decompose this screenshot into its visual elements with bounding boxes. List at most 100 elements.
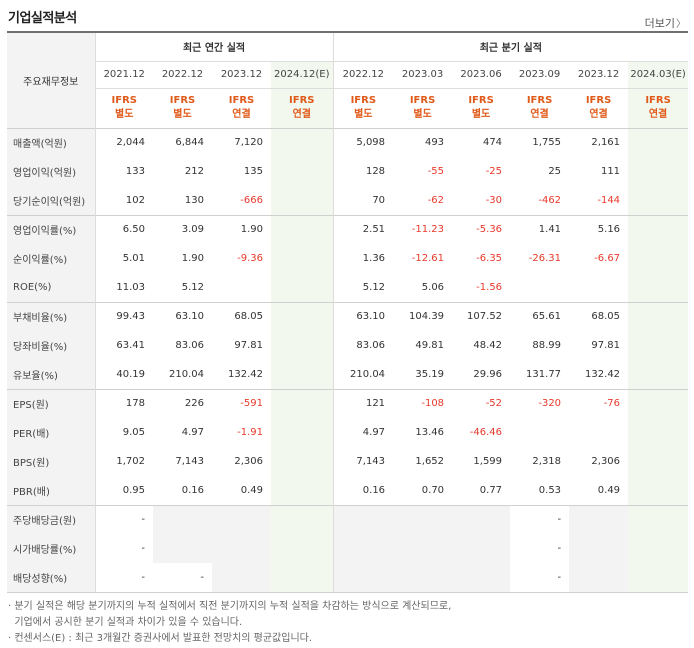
table-cell: -12.61 xyxy=(411,253,445,264)
row-label: 시가배당률(%) xyxy=(7,534,96,563)
table-cell: 48.42 xyxy=(473,340,503,351)
table-cell: 1,755 xyxy=(510,127,570,157)
table-cell: 0.16 xyxy=(332,476,394,505)
ifrs-standard: IFRS xyxy=(526,95,553,106)
table-cell: 132.42 xyxy=(585,368,621,380)
table-cell: 0.53 xyxy=(538,484,562,496)
period-header: 2023.09 xyxy=(510,60,570,88)
table-cell xyxy=(332,504,394,534)
ifrs-scope: 연결 xyxy=(589,109,608,120)
table-cell: - xyxy=(510,563,570,593)
ifrs-scope: 별도 xyxy=(471,109,491,120)
ifrs-header: IFRS 별도 xyxy=(95,87,153,128)
table-cell: -591 xyxy=(212,388,271,418)
table-row: 당좌비율(%) 63.41 83.06 97.81 83.06 49.81 48.42 88.… xyxy=(7,331,689,360)
ifrs-standard: IFRS xyxy=(289,95,315,106)
table-cell xyxy=(271,504,334,534)
table-cell xyxy=(628,563,689,593)
row-label: 주당배당금(원) xyxy=(7,504,96,534)
table-cell: - xyxy=(141,543,145,554)
table-cell: 25 xyxy=(548,166,562,177)
table-cell: 474 xyxy=(452,127,511,157)
table-cell: 210.04 xyxy=(169,368,204,380)
row-label: 매출액(억원) xyxy=(7,127,96,157)
table-cell xyxy=(271,273,334,302)
table-cell: 2,318 xyxy=(532,456,562,467)
row-label: 유보율(%) xyxy=(7,360,96,389)
table-cell: 1,652 xyxy=(415,456,445,467)
ifrs-header: IFRS 연결 xyxy=(212,87,271,128)
table-cell: 5.12 xyxy=(332,273,394,302)
table-cell: 83.06 xyxy=(175,340,204,351)
table-row: ROE(%) 11.03 5.12 5.12 5.06 -1.56 xyxy=(7,273,689,302)
ifrs-scope: 연결 xyxy=(292,109,311,120)
row-label: ROE(%) xyxy=(7,273,96,302)
table-cell: 2.51 xyxy=(332,214,394,244)
chevron-right-icon: 〉 xyxy=(676,19,686,30)
table-cell: 1.90 xyxy=(212,214,271,244)
table-cell: 83.06 xyxy=(332,331,394,360)
table-cell xyxy=(628,186,689,215)
financial-table: 주요재무정보 최근 연간 실적 최근 분기 실적 2021.12 2022.12 2… xyxy=(7,31,689,593)
table-cell: -144 xyxy=(597,194,621,206)
footnote-1: · 분기 실적은 해당 분기까지의 누적 실적에서 직전 분기까지의 누적 실적… xyxy=(8,601,452,612)
table-cell: -55 xyxy=(427,166,445,177)
table-cell xyxy=(510,273,569,302)
table-cell: 4.97 xyxy=(332,418,394,447)
table-cell: -6.67 xyxy=(594,253,621,264)
table-cell: - xyxy=(557,543,562,554)
ifrs-standard: IFRS xyxy=(169,95,196,106)
table-cell xyxy=(212,504,271,534)
table-cell xyxy=(271,127,334,157)
table-cell: - xyxy=(95,563,153,593)
table-row: PER(배) 9.05 4.97 -1.91 4.97 13.46 -46.46 xyxy=(7,418,689,447)
table-cell: -462 xyxy=(538,194,562,206)
table-cell xyxy=(271,418,334,447)
table-cell: -5.36 xyxy=(452,214,511,244)
period-header: 2023.06 xyxy=(452,60,511,88)
table-row: 유보율(%) 40.19 210.04 132.42 210.04 35.19 29.96 1… xyxy=(7,360,689,389)
row-label: 영업이익률(%) xyxy=(7,214,96,244)
quarter-group-header: 최근 분기 실적 xyxy=(332,31,689,61)
table-cell xyxy=(628,301,689,331)
table-cell: 2,306 xyxy=(234,456,263,467)
table-cell: 212 xyxy=(184,166,204,177)
row-label: EPS(원) xyxy=(7,388,96,418)
table-cell xyxy=(628,504,689,534)
table-cell xyxy=(452,534,511,563)
period-header: 2024.12(E) xyxy=(271,60,334,88)
more-link[interactable]: 더보기〉 xyxy=(645,15,686,31)
row-label: 당좌비율(%) xyxy=(7,331,96,360)
ifrs-standard: IFRS xyxy=(585,95,612,106)
table-cell xyxy=(628,534,689,563)
table-row: 매출액(억원) 2,044 6,844 7,120 5,098 493 474 1,755 2,… xyxy=(7,127,689,157)
table-cell: 49.81 xyxy=(415,340,445,351)
table-cell: -1.56 xyxy=(476,281,503,293)
table-cell: 29.96 xyxy=(473,368,503,380)
footnotes: · 분기 실적은 해당 분기까지의 누적 실적에서 직전 분기까지의 누적 실적… xyxy=(8,599,451,647)
table-cell xyxy=(271,563,334,593)
table-cell: 11.03 xyxy=(116,281,145,293)
section-title: 기업실적분석 xyxy=(8,11,77,26)
table-cell xyxy=(393,563,453,593)
table-row: 부채비율(%) 99.43 63.10 68.05 63.10 104.39 107.52 6… xyxy=(7,301,689,331)
table-cell xyxy=(393,504,453,534)
ifrs-scope: 별도 xyxy=(173,109,192,120)
table-row: 시가배당률(%) - - xyxy=(7,534,689,563)
table-cell: 5.12 xyxy=(181,281,204,293)
table-cell: 132.42 xyxy=(228,368,263,380)
table-cell: 493 xyxy=(393,127,453,157)
table-cell: 99.43 xyxy=(95,301,153,331)
table-row: 당기순이익(억원) 102 130 -666 70 -62 -30 -462 -144 xyxy=(7,186,689,215)
table-cell xyxy=(332,563,394,593)
table-cell xyxy=(271,388,334,418)
table-cell xyxy=(393,534,453,563)
table-cell: 1.36 xyxy=(332,244,394,273)
table-cell xyxy=(271,360,334,389)
table-cell xyxy=(628,388,689,418)
table-cell: -9.36 xyxy=(237,253,263,264)
row-label: BPS(원) xyxy=(7,447,96,476)
table-row: 영업이익(억원) 133 212 135 128 -55 -25 25 111 xyxy=(7,157,689,186)
table-cell xyxy=(271,186,334,215)
ifrs-scope: 별도 xyxy=(354,109,373,120)
